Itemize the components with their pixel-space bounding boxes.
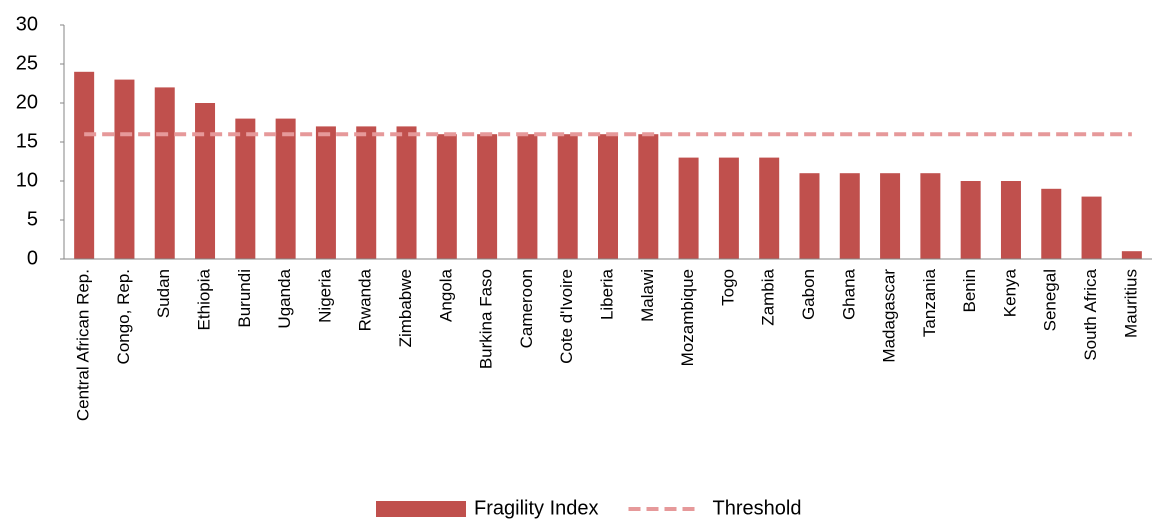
bar: [275, 118, 296, 259]
bar: [477, 134, 498, 259]
x-tick-label: Mauritius: [1121, 269, 1140, 338]
x-tick-label: Ghana: [839, 268, 858, 320]
x-tick-label: Congo, Rep.: [114, 269, 133, 364]
x-tick-label: Gabon: [799, 269, 818, 320]
legend-label: Threshold: [713, 497, 802, 519]
x-tick-label: Zimbabwe: [396, 269, 415, 347]
y-tick-label: 5: [27, 208, 38, 230]
x-tick-label: Kenya: [1000, 268, 1019, 317]
bar: [678, 157, 699, 259]
y-tick-label: 15: [16, 130, 38, 152]
bar: [114, 79, 135, 259]
legend-swatch: [376, 501, 466, 517]
x-tick-label: Burkina Faso: [477, 269, 496, 369]
x-tick-label: Nigeria: [315, 268, 334, 322]
x-tick-label: Benin: [960, 269, 979, 312]
x-tick-label: Ethiopia: [195, 268, 214, 330]
bar: [1041, 188, 1062, 259]
bar: [638, 134, 659, 259]
x-tick-label: Burundi: [235, 269, 254, 328]
bar: [315, 126, 336, 260]
x-tick-label: Liberia: [597, 268, 616, 320]
bar: [557, 134, 578, 259]
x-tick-label: Senegal: [1041, 269, 1060, 331]
bar: [517, 134, 538, 259]
x-tick-label: Cote d'Ivoire: [557, 269, 576, 364]
bar: [1000, 181, 1021, 259]
x-tick-label: Mozambique: [678, 269, 697, 366]
x-tick-label: Malawi: [638, 269, 657, 322]
bar: [1081, 196, 1102, 259]
bar: [960, 181, 981, 259]
bar: [436, 134, 457, 259]
legend-label: Fragility Index: [474, 497, 599, 519]
x-tick-label: Rwanda: [356, 268, 375, 331]
x-tick-label: Angola: [436, 268, 455, 321]
x-tick-label: Uganda: [275, 268, 294, 328]
x-tick-label: Madagascar: [880, 269, 899, 363]
bar: [356, 126, 377, 260]
bar: [598, 134, 618, 259]
bar: [235, 118, 256, 259]
bar: [718, 157, 739, 259]
bar: [839, 173, 860, 259]
bar: [74, 71, 95, 259]
y-tick-label: 25: [16, 52, 38, 74]
x-tick-label: Togo: [718, 269, 737, 306]
x-tick-label: Tanzania: [920, 268, 939, 337]
bar: [1121, 251, 1142, 259]
bar: [880, 173, 901, 259]
bar: [759, 157, 780, 259]
x-tick-label: Zambia: [759, 268, 778, 325]
bar: [799, 173, 820, 259]
bar: [195, 103, 216, 259]
bar: [396, 126, 417, 260]
x-tick-label: Cameroon: [517, 269, 536, 348]
y-tick-label: 0: [27, 247, 38, 269]
y-tick-label: 10: [16, 169, 38, 191]
x-tick-label: Sudan: [154, 269, 173, 318]
x-tick-label: Central African Rep.: [74, 269, 93, 421]
y-tick-label: 30: [16, 13, 38, 35]
bar: [920, 173, 941, 259]
x-tick-label: South Africa: [1081, 268, 1100, 360]
y-tick-label: 20: [16, 91, 38, 113]
bar: [154, 87, 175, 260]
